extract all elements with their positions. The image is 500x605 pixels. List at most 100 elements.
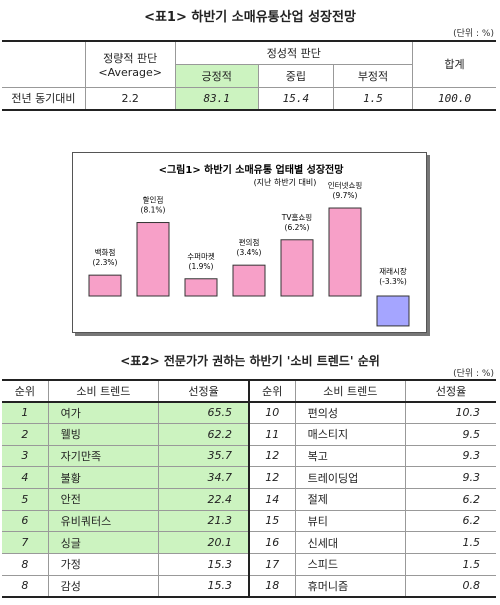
rate-cell: 6.2 — [405, 487, 496, 511]
bar-category-label: 할인점 — [143, 195, 164, 205]
bar-category-label: TV홈쇼핑 — [281, 212, 312, 222]
trend-cell: 매스티지 — [294, 422, 407, 446]
rank-cell: 12 — [247, 466, 296, 489]
negative-header: 부정적 — [332, 63, 414, 88]
bar-3 — [232, 264, 266, 297]
rank-cell: 8 — [2, 553, 49, 576]
quant-header-line1: 정량적 판단 — [103, 51, 158, 65]
bar-category-label: 수퍼마켓 — [187, 251, 215, 261]
rate-cell: 1.5 — [405, 531, 496, 554]
table-row: 8 감성 15.3 18 휴머니즘 0.8 — [2, 574, 496, 598]
total-header: 합계 — [412, 40, 496, 88]
trend-cell: 자기만족 — [47, 444, 160, 468]
rank-cell: 17 — [247, 553, 296, 576]
table2-unit: (단위 : %) — [453, 369, 494, 379]
trend-cell: 휴머니즘 — [294, 574, 407, 598]
table-row: 6 유비쿼터스 21.3 15 뷰티 6.2 — [2, 509, 496, 533]
rate-cell: 35.7 — [158, 444, 250, 468]
row-label: 전년 동기대비 — [2, 86, 86, 111]
rate-cell: 9.5 — [405, 422, 496, 446]
figure1-chart: <그림1> 하반기 소매유통 업태별 성장전망 (지난 하반기 대비) 백화점(… — [72, 152, 427, 333]
total-value: 100.0 — [412, 86, 496, 111]
trend-cell: 스피드 — [294, 553, 407, 576]
bar-category-label: 인터넷쇼핑 — [328, 180, 363, 190]
rate-cell: 22.4 — [158, 487, 250, 511]
rate-cell: 9.3 — [405, 466, 496, 489]
rate-cell: 6.2 — [405, 509, 496, 533]
rate-cell: 9.3 — [405, 444, 496, 468]
table-row: 5 안전 22.4 14 절제 6.2 — [2, 487, 496, 511]
bar-6 — [376, 295, 410, 327]
rank-cell: 12 — [247, 444, 296, 468]
bar-value-label: (2.3%) — [93, 258, 118, 267]
rank-cell: 18 — [247, 574, 296, 598]
trend-cell: 웰빙 — [47, 422, 160, 446]
bar-value-label: (3.4%) — [237, 248, 262, 257]
positive-header: 긍정적 — [174, 63, 259, 88]
rate-cell: 20.1 — [158, 531, 250, 554]
trend-header-left: 소비 트렌드 — [47, 379, 160, 403]
rank-cell: 2 — [2, 422, 49, 446]
trend-cell: 트레이딩업 — [294, 466, 407, 489]
neutral-value: 15.4 — [257, 86, 334, 111]
table1-unit: (단위 : %) — [453, 29, 494, 39]
trend-cell: 복고 — [294, 444, 407, 468]
quant-header: 정량적 판단 <Average> — [84, 40, 176, 88]
trend-cell: 싱글 — [47, 531, 160, 554]
table-row: 3 자기만족 35.7 12 복고 9.3 — [2, 444, 496, 468]
bar-category-label: 재래시장 — [379, 266, 407, 276]
trend-header-right: 소비 트렌드 — [294, 379, 407, 403]
rate-header-left: 선정율 — [158, 379, 250, 403]
bar-4 — [280, 239, 314, 297]
rank-cell: 14 — [247, 487, 296, 511]
rank-header-left: 순위 — [2, 379, 49, 403]
rate-cell: 62.2 — [158, 422, 250, 446]
table-row: 8 가정 15.3 17 스피드 1.5 — [2, 553, 496, 576]
trend-cell: 절제 — [294, 487, 407, 511]
rank-cell: 15 — [247, 509, 296, 533]
trend-cell: 감성 — [47, 574, 160, 598]
average-value: 2.2 — [84, 86, 176, 111]
rate-cell: 1.5 — [405, 553, 496, 576]
rank-cell: 8 — [2, 574, 49, 598]
neutral-header: 중립 — [257, 63, 334, 88]
bar-value-label: (6.2%) — [285, 223, 310, 232]
rank-cell: 10 — [247, 401, 296, 424]
rank-cell: 5 — [2, 487, 49, 511]
table-row: 4 불황 34.7 12 트레이딩업 9.3 — [2, 466, 496, 489]
bar-category-label: 백화점 — [95, 247, 116, 257]
trend-cell: 안전 — [47, 487, 160, 511]
rank-cell: 1 — [2, 401, 49, 424]
qual-header: 정성적 판단 — [174, 40, 414, 65]
table-row: 7 싱글 20.1 16 신세대 1.5 — [2, 531, 496, 554]
bar-1 — [136, 222, 170, 297]
rate-cell: 10.3 — [405, 401, 496, 424]
rank-header-right: 순위 — [247, 379, 296, 403]
bar-0 — [88, 274, 122, 297]
bar-2 — [184, 278, 218, 297]
bar-chart-svg: <그림1> 하반기 소매유통 업태별 성장전망 (지난 하반기 대비) 백화점(… — [88, 163, 410, 327]
rate-cell: 0.8 — [405, 574, 496, 598]
trend-cell: 유비쿼터스 — [47, 509, 160, 533]
rank-cell: 3 — [2, 444, 49, 468]
chart-title: <그림1> 하반기 소매유통 업태별 성장전망 — [159, 163, 345, 176]
table2-title: <표2> 전문가가 권하는 하반기 '소비 트렌드' 순위 — [120, 354, 380, 368]
negative-value: 1.5 — [332, 86, 414, 111]
bar-5 — [328, 207, 362, 297]
bar-value-label: (1.9%) — [189, 262, 214, 271]
rate-header-right: 선정율 — [405, 379, 496, 403]
trend-cell: 뷰티 — [294, 509, 407, 533]
trend-cell: 편의성 — [294, 401, 407, 424]
chart-subtitle: (지난 하반기 대비) — [254, 177, 317, 187]
table-row: 1 여가 65.5 10 편의성 10.3 — [2, 401, 496, 424]
trend-cell: 불황 — [47, 466, 160, 489]
positive-value: 83.1 — [174, 86, 259, 111]
bar-value-label: (8.1%) — [141, 206, 166, 215]
rate-cell: 15.3 — [158, 553, 250, 576]
rank-cell: 4 — [2, 466, 49, 489]
rate-cell: 34.7 — [158, 466, 250, 489]
rate-cell: 65.5 — [158, 401, 250, 424]
corner-cell — [2, 40, 86, 88]
table1-title: <표1> 하반기 소매유통산업 성장전망 — [144, 10, 356, 25]
trend-cell: 신세대 — [294, 531, 407, 554]
